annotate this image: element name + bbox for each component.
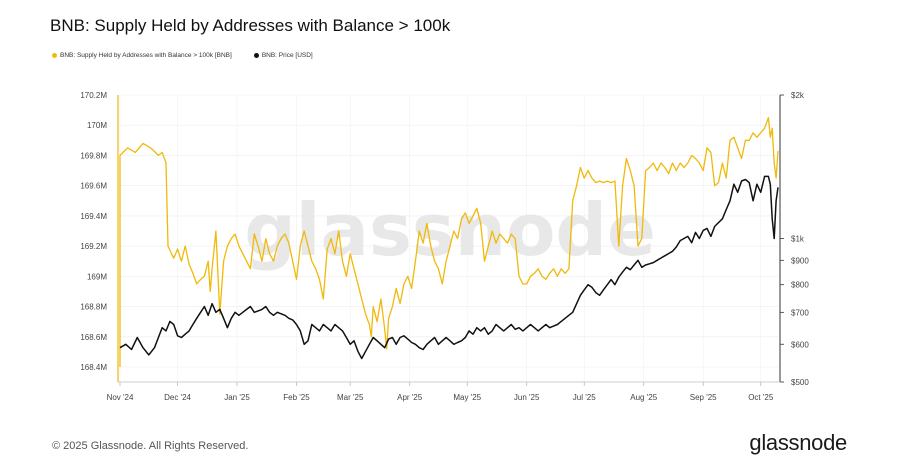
legend-swatch-price — [253, 53, 259, 58]
legend-label-price: BNB: Price [USD] — [261, 52, 313, 59]
right-tick-label: $900 — [791, 256, 809, 265]
right-tick-label: $800 — [791, 281, 809, 290]
right-tick-label: $500 — [791, 378, 809, 387]
left-tick-label: 169.4M — [80, 212, 107, 221]
x-tick-label: Dec '24 — [164, 393, 191, 402]
x-tick-label: Jul '25 — [573, 393, 596, 402]
left-tick-label: 169.8M — [80, 151, 107, 160]
left-tick-label: 169M — [87, 272, 107, 281]
x-tick-label: Mar '25 — [337, 393, 364, 402]
right-tick-label: $2k — [791, 91, 805, 100]
copyright-text: © 2025 Glassnode. All Rights Reserved. — [52, 440, 249, 452]
right-tick-label: $700 — [791, 308, 809, 317]
right-axis: $500 $600 $700 $800 $900 $1k $2k — [780, 91, 809, 387]
watermark: glassnode — [244, 188, 656, 272]
x-tick-label: Feb '25 — [283, 393, 310, 402]
legend-label-supply: BNB: Supply Held by Addresses with Balan… — [60, 52, 232, 59]
x-tick-label: May '25 — [453, 393, 481, 402]
x-tick-label: Aug '25 — [630, 393, 657, 402]
glassnode-logo: glassnode — [749, 430, 847, 455]
left-tick-label: 168.4M — [80, 363, 107, 372]
x-tick-label: Nov '24 — [107, 393, 134, 402]
x-tick-label: Oct '25 — [748, 393, 774, 402]
left-tick-label: 168.8M — [80, 303, 107, 312]
price-series-line[interactable] — [119, 175, 779, 360]
right-tick-label: $1k — [791, 235, 805, 244]
left-tick-label: 168.6M — [80, 333, 107, 342]
right-tick-label: $600 — [791, 340, 809, 349]
left-tick-label: 169.6M — [80, 182, 107, 191]
left-tick-label: 170M — [87, 121, 107, 130]
supply-series-line[interactable] — [119, 117, 779, 367]
chart-title: BNB: Supply Held by Addresses with Balan… — [50, 16, 451, 35]
legend-item-price[interactable]: BNB: Price [USD] — [253, 52, 313, 59]
x-tick-label: Jan '25 — [224, 393, 250, 402]
x-axis: Nov '24 Dec '24 Jan '25 Feb '25 Mar '25 Apr '… — [107, 382, 774, 402]
chart-legend: BNB: Supply Held by Addresses with Balan… — [52, 52, 313, 59]
legend-item-supply[interactable]: BNB: Supply Held by Addresses with Balan… — [52, 52, 232, 59]
left-tick-label: 169.2M — [80, 242, 107, 251]
left-axis: 168.4M 168.6M 168.8M 169M 169.2M 169.4M 169.6M… — [80, 91, 107, 372]
x-tick-label: Apr '25 — [397, 393, 423, 402]
legend-swatch-supply — [52, 53, 57, 58]
x-tick-label: Sep '25 — [690, 393, 717, 402]
left-tick-label: 170.2M — [80, 91, 107, 100]
x-tick-label: Jun '25 — [514, 393, 540, 402]
